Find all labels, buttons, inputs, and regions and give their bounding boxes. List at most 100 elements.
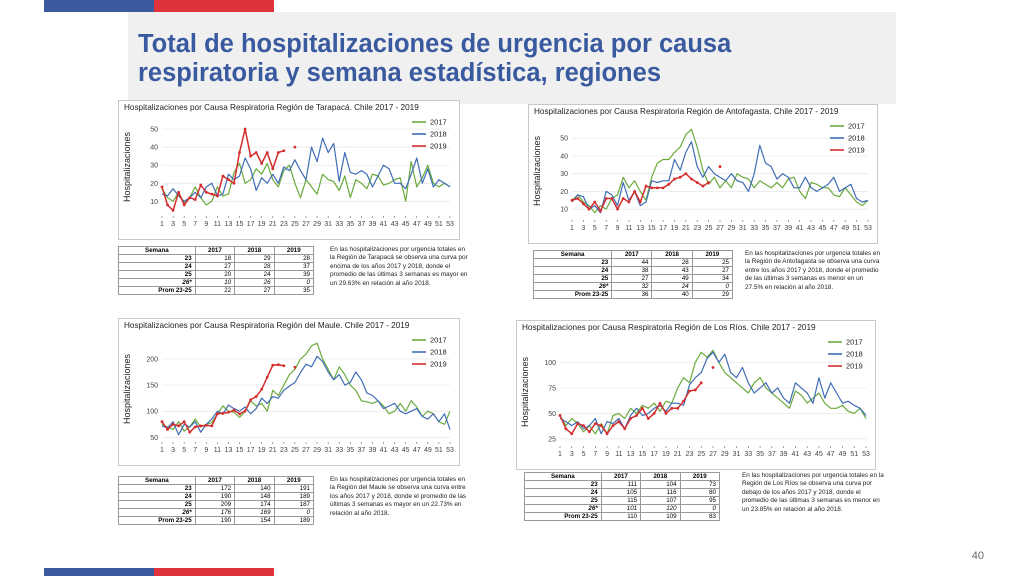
x-tick-label: 5 [582,451,586,458]
table-cell: 101 [600,504,642,513]
table-cell: 35 [273,286,315,295]
legend-label-2018: 2018 [848,134,865,143]
y-axis-label: Hospitalizaciones [532,135,542,206]
table-cell: 20 [194,270,236,279]
point-2019 [160,185,164,189]
point-2019 [658,401,662,405]
table-header-cell: 2018 [640,472,681,481]
table-row-label: 25 [118,500,196,509]
point-2019 [650,186,654,190]
point-2019 [243,127,247,131]
x-tick-label: 31 [324,221,332,228]
point-2019 [693,388,697,392]
table-cell: 28 [273,254,315,263]
legend-label-2018: 2018 [430,348,447,357]
point-2019 [661,186,665,190]
x-tick-label: 21 [682,225,690,232]
x-tick-label: 3 [581,225,585,232]
x-tick-label: 39 [369,447,377,454]
chart-panel-los-rios: Hospitalizaciones por Causa Respiratoria… [516,320,876,470]
chart-svg: Hospitalizaciones por Causa Respiratoria… [528,104,878,244]
x-tick-label: 1 [570,225,574,232]
point-2019 [276,363,280,367]
y-tick-label: 40 [560,153,568,160]
x-tick-label: 5 [182,221,186,228]
x-tick-label: 49 [839,451,847,458]
y-tick-label: 40 [150,145,158,152]
table-row: 25 115 107 95 [524,496,721,505]
table-cell: 109 [640,512,681,521]
x-tick-label: 7 [593,451,597,458]
table-cell: 190 [194,516,236,525]
table-cell: 34 [691,274,734,283]
note-tarapaca: En las hospitalizaciones por urgencia to… [330,246,468,287]
table-cell: 29 [691,290,734,299]
x-tick-label: 11 [625,225,632,232]
table-row: 26* 176 169 0 [118,508,315,517]
table-row: 24 190 148 189 [118,492,315,501]
table-cell: 22 [194,286,236,295]
legend-label-2017: 2017 [848,122,865,131]
y-tick-label: 100 [544,360,556,367]
point-2019 [664,412,668,415]
x-tick-label: 25 [697,451,705,458]
point-2019 [232,181,236,185]
table-row-label: 26* [118,278,196,287]
y-tick-label: 10 [150,199,158,206]
x-tick-label: 1 [160,221,164,228]
x-tick-label: 11 [214,447,221,454]
legend-label-2019: 2019 [846,362,863,371]
point-2019 [210,192,214,196]
table-cell: 169 [234,508,275,517]
table-cell: 73 [679,480,721,489]
table-header-cell: Semana [118,476,196,485]
x-tick-label: 47 [830,225,838,232]
chart-svg: Hospitalizaciones por Causa Respiratoria… [118,100,460,240]
data-table-maule: Semana 2017 2018 2019 23 172 140 191 24 190 148 189… [118,476,315,525]
chart-frame [118,318,460,466]
point-2019 [249,398,253,402]
point-2019 [199,424,203,428]
table-row: 23 18 29 28 [118,254,315,263]
table-row: 23 172 140 191 [118,484,315,493]
point-2019 [282,364,286,368]
point-2019 [604,197,608,200]
point-2019 [166,428,169,431]
table-cell: 80 [679,488,721,497]
series-line-2018 [571,141,869,214]
x-tick-label: 15 [236,447,244,454]
point-2019 [558,414,562,417]
x-tick-label: 29 [721,451,729,458]
x-tick-label: 27 [716,225,724,232]
table-cell: 28 [234,262,275,271]
table-row-label: 24 [118,262,196,271]
table-cell: 27 [234,286,275,295]
table-row-label: 23 [524,480,602,489]
y-tick-label: 30 [150,163,158,170]
x-tick-label: 25 [705,225,713,232]
table-header-cell: 2017 [600,472,642,481]
x-tick-label: 19 [258,447,266,454]
table-cell: 83 [679,512,721,521]
table-row: Prom 23-25 110 109 83 [524,512,721,521]
point-2019 [582,424,585,428]
point-2019 [177,190,181,194]
x-tick-label: 17 [247,447,255,454]
x-tick-label: 19 [671,225,679,232]
table-cell: 39 [273,270,315,279]
point-2019 [199,183,203,187]
x-tick-label: 45 [402,447,410,454]
legend-label-2019: 2019 [430,142,447,151]
table-cell: 116 [640,488,681,497]
chart-panel-tarapaca: Hospitalizaciones por Causa Respiratoria… [118,100,460,240]
table-header-row: Semana 2017 2018 2019 [118,476,315,485]
point-2019 [265,375,269,379]
table-cell: 27 [611,274,653,283]
table-cell: 110 [600,512,642,521]
table-cell: 105 [600,488,642,497]
x-tick-label: 9 [605,451,609,458]
y-tick-label: 30 [560,171,568,178]
table-cell: 0 [273,278,315,287]
table-header-cell: 2018 [234,476,275,485]
y-tick-label: 75 [548,385,556,392]
